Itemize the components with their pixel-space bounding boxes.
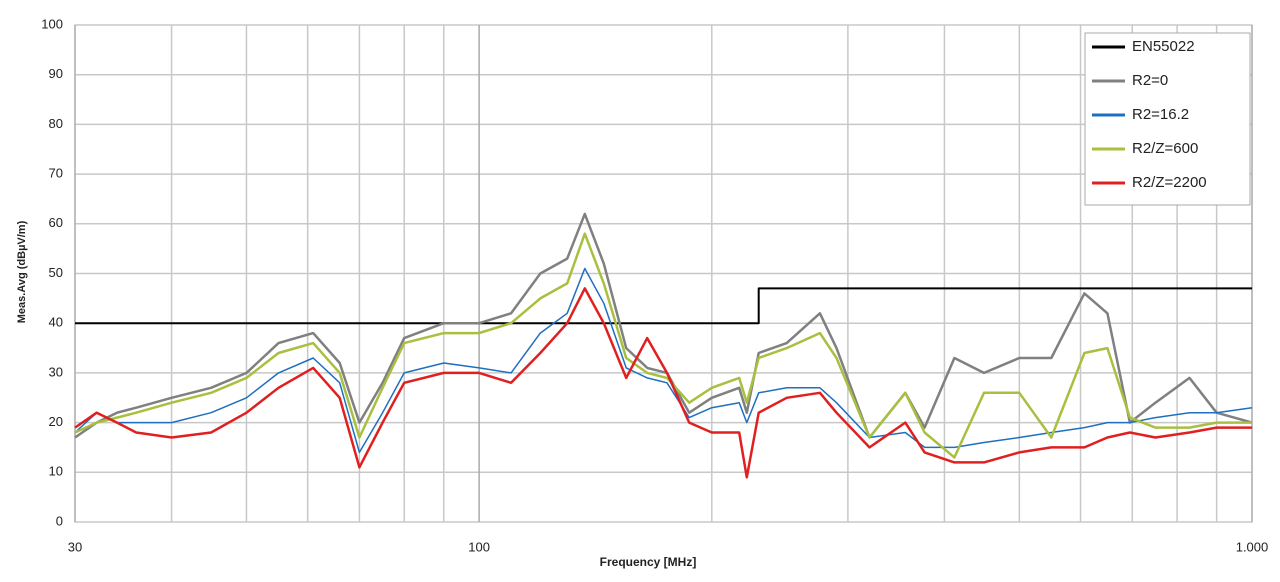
x-tick-label: 1.000: [1236, 539, 1269, 554]
y-tick-label: 70: [49, 166, 63, 181]
y-tick-label: 0: [56, 513, 63, 528]
legend-box: [1084, 32, 1251, 206]
x-tick-label: 100: [468, 539, 490, 554]
series-line: [74, 232, 1252, 459]
y-tick-label: 100: [41, 16, 63, 31]
legend-label: R2/Z=600: [1132, 140, 1198, 157]
y-tick-label: 30: [49, 364, 63, 379]
grid: [74, 24, 1253, 523]
y-tick-label: 80: [49, 116, 63, 131]
y-tick-label: 50: [49, 265, 63, 280]
series-line: [74, 267, 1253, 454]
series-line: [75, 287, 1252, 325]
legend-label: R2=16.2: [1132, 106, 1189, 123]
y-axis-label: Meas.Avg (dBµV/m): [16, 220, 28, 323]
y-tick-label: 10: [49, 464, 63, 479]
legend-label: EN55022: [1132, 38, 1195, 55]
series-line: [74, 287, 1252, 479]
y-tick-label: 90: [49, 66, 63, 81]
y-tick-label: 40: [49, 315, 63, 330]
y-tick-label: 60: [49, 215, 63, 230]
x-axis-label: Frequency [MHz]: [600, 555, 697, 569]
legend-label: R2=0: [1132, 72, 1168, 89]
x-tick-label: 30: [68, 539, 82, 554]
legend-label: R2/Z=2200: [1132, 174, 1207, 191]
lines: [74, 212, 1253, 479]
y-tick-label: 20: [49, 414, 63, 429]
